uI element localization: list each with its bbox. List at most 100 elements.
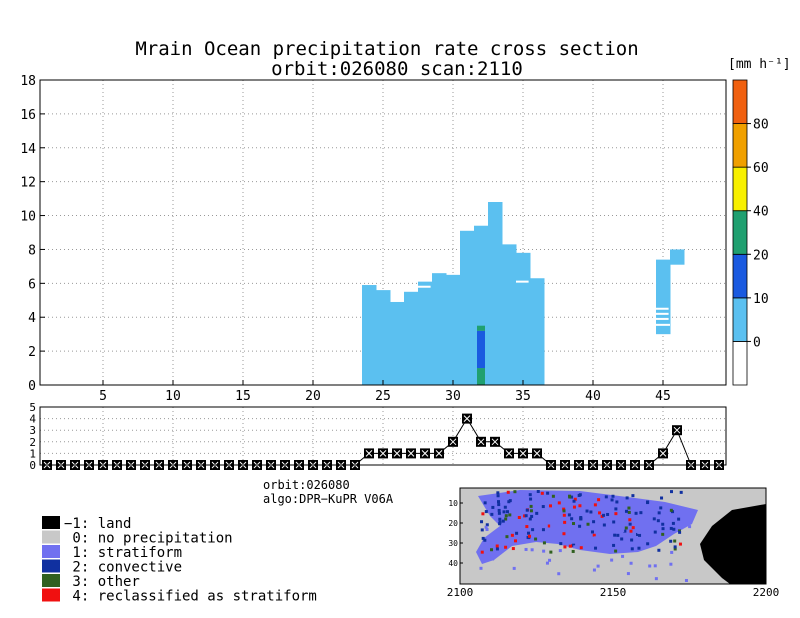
colorbar-tick-label: 60 (753, 161, 769, 176)
map-speckle (614, 512, 618, 516)
map-speckle (508, 513, 512, 517)
map-speckle (621, 554, 625, 558)
map-y-tick-label: 40 (448, 559, 458, 568)
legend: orbit:026080 algo:DPR−KuPR V06A −1: land… (42, 478, 394, 605)
map-speckle (542, 549, 546, 553)
map-speckle (528, 534, 532, 538)
map-speckle (549, 533, 553, 537)
map-speckle (627, 510, 631, 514)
map-speckle (557, 572, 561, 576)
map-speckle (577, 493, 581, 497)
map-speckle (562, 509, 566, 513)
map-speckle (528, 517, 532, 521)
legend-label: 3: other (64, 574, 140, 590)
map-speckle (530, 514, 534, 518)
map-speckle (653, 564, 657, 568)
map-speckle (592, 568, 596, 572)
precip-column (432, 273, 447, 385)
type-point-mark (379, 450, 387, 457)
map-speckle (498, 520, 502, 524)
map-speckle (563, 545, 567, 549)
map-speckle (592, 533, 596, 537)
map-speckle (579, 517, 583, 521)
y-tick-label: 10 (20, 210, 36, 225)
map-speckle (480, 550, 484, 554)
map-speckle (502, 528, 506, 532)
legend-swatch (42, 545, 60, 558)
type-point-mark (519, 450, 527, 457)
type-plot-frame (39, 406, 727, 466)
map-speckle (624, 526, 628, 530)
map-speckle (544, 524, 548, 528)
x-tick-label: 15 (235, 389, 251, 404)
map-speckle (490, 554, 494, 558)
map-speckle (553, 527, 557, 531)
map-speckle (621, 528, 625, 532)
main-axes: 0 2 4 6 8 10 12 14 16 18 5 10 15 20 25 30 35 40 45 (20, 74, 670, 404)
map-speckle (620, 537, 624, 541)
map-speckle (490, 512, 494, 516)
map-speckle (530, 548, 534, 552)
legend-label: 4: reclassified as stratiform (64, 589, 317, 605)
map-speckle (642, 535, 646, 539)
type-point-mark (673, 426, 681, 434)
precip-column (460, 230, 475, 385)
map-speckle (534, 537, 538, 541)
map-speckle (480, 520, 484, 524)
map-speckle (612, 543, 616, 547)
map-speckle (497, 511, 501, 515)
type-point-mark (505, 450, 513, 457)
map-speckle (629, 561, 633, 565)
map-speckle (685, 518, 689, 522)
precip-column (530, 278, 545, 385)
precip-segment (477, 330, 485, 369)
type-point-mark (435, 450, 443, 457)
colorbar-cell (732, 123, 748, 168)
map-speckle (483, 538, 487, 542)
map-speckle (613, 533, 617, 537)
type-point-mark (407, 450, 415, 457)
precip-segment (477, 368, 485, 385)
type-y-tick-label: 4 (29, 413, 36, 426)
map-speckle (504, 545, 508, 549)
map-speckle (625, 496, 629, 500)
colorbar-cell (732, 166, 748, 212)
map-speckle (638, 533, 642, 537)
map-speckle (536, 490, 540, 494)
map-speckle (484, 510, 488, 514)
map-speckle (593, 503, 597, 507)
map-speckle (598, 511, 602, 515)
map-speckle (614, 549, 618, 553)
map-speckle (529, 509, 533, 513)
map-speckle (669, 508, 673, 512)
map-speckle (626, 572, 630, 576)
x-tick-label: 10 (165, 389, 181, 404)
map-speckle (657, 511, 661, 515)
x-tick-label: 40 (585, 389, 601, 404)
map-speckle (506, 490, 510, 494)
map-speckle (659, 506, 663, 510)
map-speckle (497, 500, 501, 504)
map-speckle (669, 490, 673, 494)
map-speckle (495, 544, 499, 548)
map-speckle (512, 566, 516, 570)
y-tick-label: 4 (28, 311, 36, 326)
map-speckle (504, 514, 508, 518)
map-speckle (495, 547, 499, 551)
map-speckle (673, 547, 677, 551)
map-speckle (528, 521, 532, 525)
map-speckle (485, 528, 489, 532)
colorbar-cell (732, 210, 748, 255)
map-speckle (559, 542, 563, 546)
map-speckle (677, 517, 681, 521)
map-speckle (497, 508, 501, 512)
map-x-tick-label: 2100 (447, 586, 474, 599)
precip-column (362, 285, 377, 385)
map-speckle (545, 561, 549, 565)
map-speckle (571, 549, 575, 553)
legend-label: 0: no precipitation (64, 531, 233, 547)
map-speckle (670, 550, 674, 554)
map-speckle (646, 501, 650, 505)
map-speckle (590, 530, 594, 534)
map-speckle (636, 532, 640, 536)
